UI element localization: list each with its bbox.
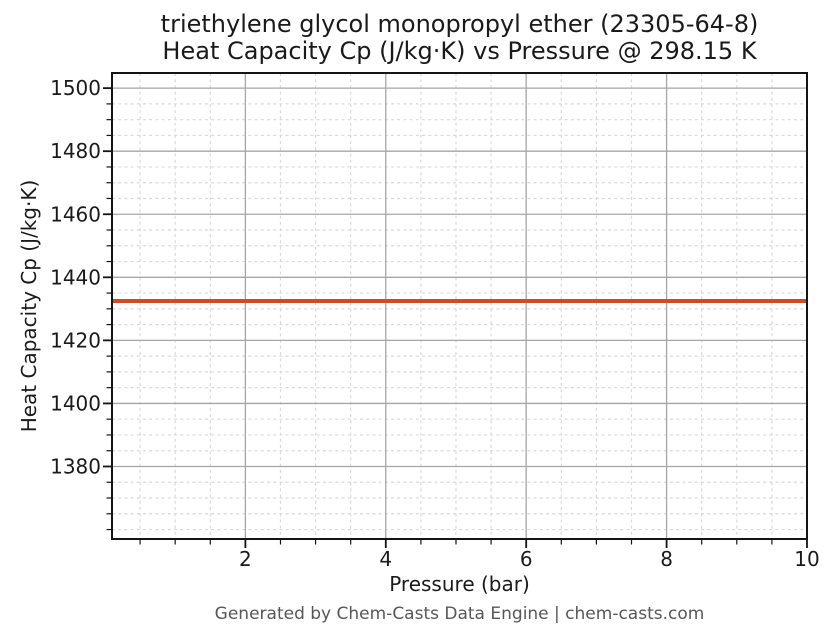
x-tick-label: 8 (660, 547, 673, 571)
y-tick-label: 1420 (50, 328, 101, 352)
y-tick-label: 1480 (50, 139, 101, 163)
x-tick-label: 2 (239, 547, 252, 571)
x-axis-label: Pressure (bar) (389, 572, 530, 596)
y-tick-label: 1380 (50, 454, 101, 478)
x-tick-label: 10 (794, 547, 819, 571)
x-tick-label: 6 (520, 547, 533, 571)
y-tick-label: 1440 (50, 265, 101, 289)
y-tick-label: 1460 (50, 202, 101, 226)
footer-attribution: Generated by Chem-Casts Data Engine | ch… (214, 604, 705, 624)
chart-title-line2: Heat Capacity Cp (J/kg·K) vs Pressure @ … (162, 37, 757, 65)
chart-title-line1: triethylene glycol monopropyl ether (233… (160, 10, 759, 38)
x-tick-label: 4 (379, 547, 392, 571)
y-axis-label: Heat Capacity Cp (J/kg·K) (17, 179, 41, 433)
y-tick-label: 1400 (50, 391, 101, 415)
chart-title: triethylene glycol monopropyl ether (233… (112, 11, 807, 65)
axes-spines (111, 72, 808, 540)
y-tick-label: 1500 (50, 76, 101, 100)
